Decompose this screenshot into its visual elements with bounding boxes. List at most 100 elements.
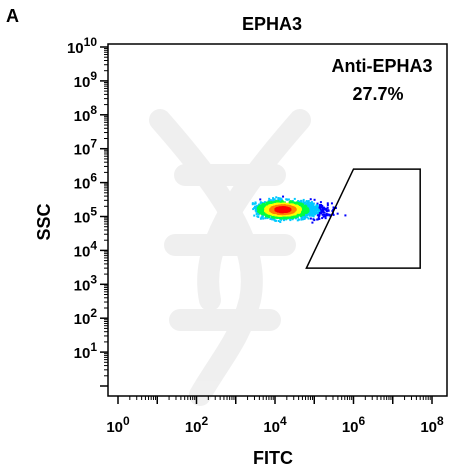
event-dot <box>257 213 260 216</box>
event-dot <box>311 214 314 217</box>
x-tick-label: 106 <box>342 414 366 436</box>
event-dot <box>305 205 308 208</box>
event-dot <box>307 200 310 203</box>
event-dot <box>291 216 294 219</box>
event-dot <box>304 215 307 218</box>
event-dot <box>296 216 299 219</box>
event-dot <box>304 213 307 216</box>
event-dot <box>300 208 303 211</box>
event-dot <box>277 220 280 223</box>
event-dot <box>265 216 268 219</box>
y-tick-label: 109 <box>74 69 98 91</box>
event-dot <box>326 204 329 207</box>
event-dot <box>305 213 308 216</box>
gate-label: Anti-EPHA3 <box>331 56 432 76</box>
event-dot <box>302 200 305 203</box>
event-dot <box>322 211 325 214</box>
event-dot <box>280 199 283 202</box>
watermark-logo <box>149 109 311 406</box>
event-dot <box>309 202 312 205</box>
event-dot <box>334 207 337 210</box>
event-dot <box>265 203 268 206</box>
event-dot <box>309 198 312 201</box>
event-dot <box>259 217 262 220</box>
event-dot <box>272 197 275 200</box>
event-dot <box>268 197 271 200</box>
y-tick-label: 108 <box>74 103 98 125</box>
event-dot <box>300 216 303 219</box>
event-dot <box>311 204 314 207</box>
event-dot <box>252 208 255 211</box>
event-dot <box>300 201 303 204</box>
event-dot <box>265 201 268 204</box>
event-dot <box>319 208 322 211</box>
event-dot <box>313 198 316 201</box>
event-dot <box>332 206 335 209</box>
event-dot <box>262 217 265 220</box>
event-dot <box>332 207 335 210</box>
y-tick-label: 1010 <box>67 35 97 57</box>
event-dot <box>259 198 262 201</box>
event-dot <box>316 202 319 205</box>
event-dot <box>318 211 321 214</box>
event-dot <box>327 209 330 212</box>
event-dot <box>272 200 275 203</box>
event-dot <box>321 213 324 216</box>
y-tick-label: 103 <box>74 272 98 294</box>
event-dot <box>253 202 256 205</box>
event-dot <box>269 217 272 220</box>
event-dot <box>325 214 328 217</box>
event-dot <box>322 215 325 218</box>
event-dot <box>317 216 320 219</box>
event-dot <box>331 209 334 212</box>
event-dot <box>344 214 347 217</box>
event-dot <box>286 198 289 201</box>
event-dot <box>297 218 300 221</box>
event-dot <box>279 221 282 224</box>
event-dot <box>303 217 306 220</box>
gate-percent: 27.7% <box>352 84 403 104</box>
event-dot <box>292 209 295 212</box>
y-tick-labels: 101 102 103 104 105 106 107 108 109 1010 <box>67 35 97 362</box>
event-dot <box>260 216 263 219</box>
event-dot <box>308 211 311 214</box>
event-dot <box>303 214 306 217</box>
event-dot <box>313 208 316 211</box>
event-dot <box>273 199 276 202</box>
y-tick-label: 102 <box>74 306 98 328</box>
event-dot <box>289 219 292 222</box>
event-dot <box>326 202 329 205</box>
event-dot <box>318 206 321 209</box>
axis-ticks <box>100 46 433 404</box>
event-dot <box>321 206 324 209</box>
event-dot <box>265 215 268 218</box>
event-dot <box>272 198 275 201</box>
event-dot <box>316 211 319 214</box>
event-dot <box>316 218 319 221</box>
x-tick-labels: 100 102 104 106 108 <box>106 414 444 436</box>
event-dot <box>311 221 314 224</box>
event-dot <box>296 219 299 222</box>
event-dot <box>304 201 307 204</box>
event-dot <box>264 217 267 220</box>
event-dot <box>251 202 254 205</box>
event-dot <box>336 212 339 215</box>
event-dot <box>306 216 309 219</box>
event-dot <box>310 201 313 204</box>
x-tick-label: 102 <box>185 414 209 436</box>
event-dot <box>289 202 292 205</box>
event-dot <box>325 208 328 211</box>
event-dot <box>307 217 310 220</box>
event-dot <box>300 217 303 220</box>
event-dot <box>256 215 259 218</box>
event-dot <box>315 211 318 214</box>
event-dot <box>315 203 318 206</box>
event-dot <box>320 211 323 214</box>
event-dot <box>290 200 293 203</box>
y-axis-label: SSC <box>34 203 54 240</box>
y-tick-label: 107 <box>74 137 98 159</box>
event-dot <box>277 198 280 201</box>
x-tick-label: 100 <box>106 414 130 436</box>
event-dot <box>275 219 278 222</box>
event-dot <box>263 201 266 204</box>
